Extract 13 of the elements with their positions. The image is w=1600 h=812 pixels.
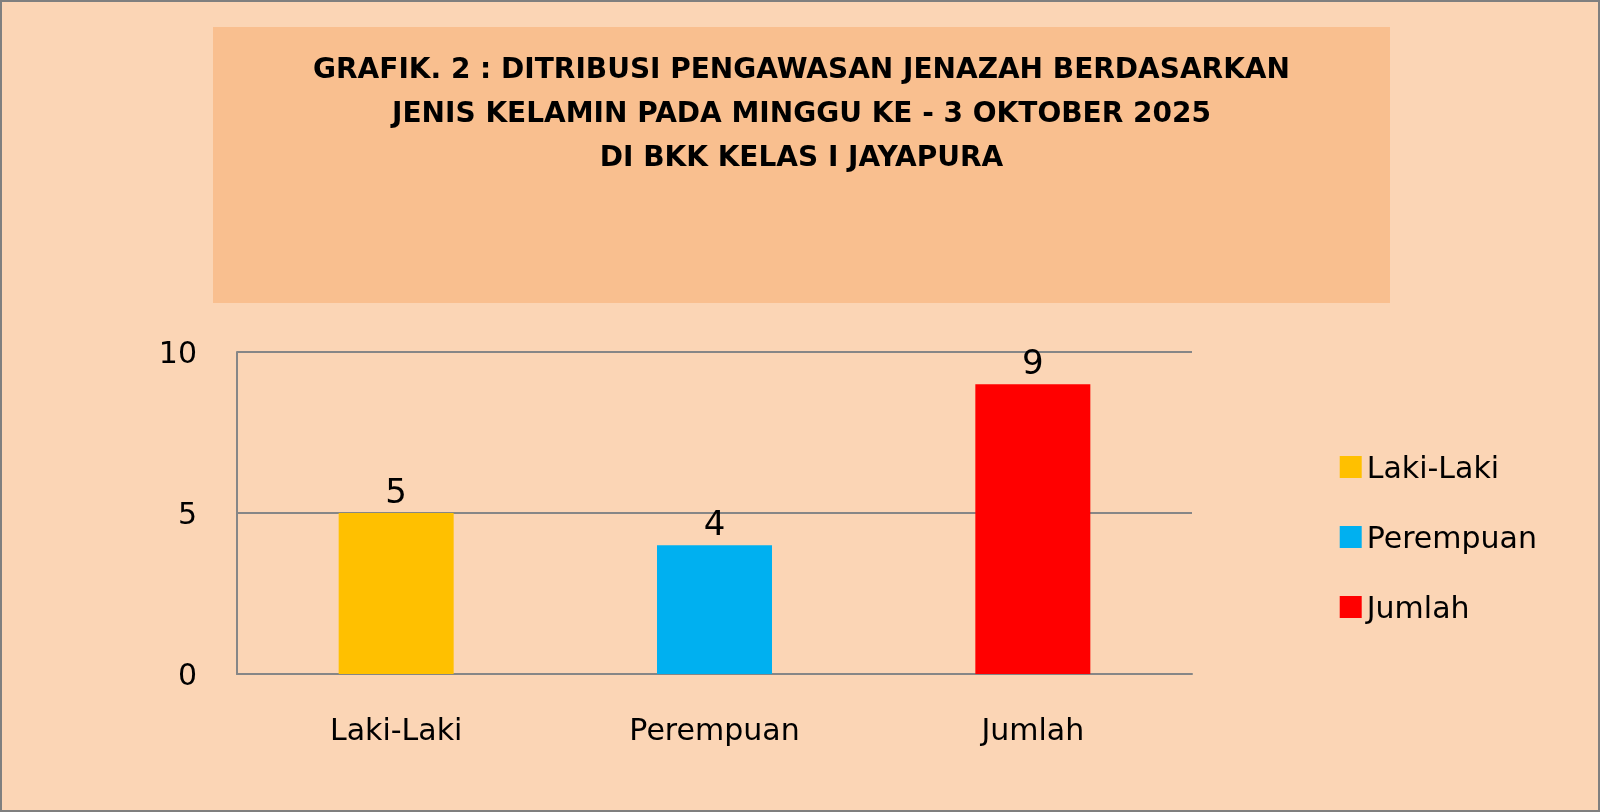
y-tick-label: 5: [177, 495, 197, 531]
y-tick-label: 0: [177, 656, 197, 692]
x-tick-label: Laki-Laki: [329, 711, 463, 747]
chart-title: GRAFIK. 2 : DITRIBUSI PENGAWASAN JENAZAH BERDASARKAN JENIS KELAMIN PADA MINGGU KE - 3 OKTOBER 2025 DI BKK KELAS I JAYAPURA: [312, 51, 1291, 175]
legend-label: Laki-Laki: [1366, 449, 1500, 485]
x-tick-label: Jumlah: [979, 711, 1085, 747]
data-label: 4: [703, 503, 726, 544]
y-tick-label: 10: [158, 334, 197, 370]
legend-label: Jumlah: [1364, 589, 1470, 625]
data-label: 5: [385, 471, 407, 511]
legend-label: Perempuan: [1366, 519, 1538, 555]
x-tick-label: Perempuan: [629, 711, 800, 747]
data-label: 9: [1022, 342, 1044, 383]
